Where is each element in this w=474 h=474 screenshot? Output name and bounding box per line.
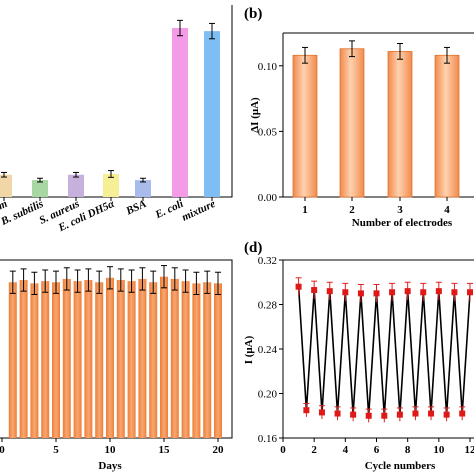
d-ytick-label-1: 0.20 — [258, 389, 278, 401]
panel-label-d: (d) — [244, 240, 262, 256]
c-bar-18 — [203, 282, 212, 438]
a-xtick-label-6: mixture — [180, 198, 217, 224]
c-bar-7 — [84, 280, 93, 438]
d-xtick-label-1: 2 — [311, 444, 317, 456]
d-point-17 — [428, 410, 435, 417]
b-ytick-label-0: 0.00 — [258, 192, 278, 204]
c-bar-16 — [181, 281, 190, 438]
d-point-2 — [311, 287, 318, 294]
c-bar-5 — [62, 278, 71, 438]
b-bar-3 — [434, 54, 460, 198]
d-point-14 — [404, 288, 411, 295]
d-point-20 — [451, 289, 458, 296]
c-bar-12 — [138, 278, 147, 438]
a-bar-1 — [32, 180, 48, 197]
d-point-7 — [350, 411, 357, 418]
a-xtick-label-5: E. coli — [153, 197, 186, 221]
c-bar-0 — [8, 282, 17, 438]
b-bar-0 — [292, 54, 318, 198]
c-bar-15 — [170, 278, 179, 438]
d-point-10 — [373, 290, 380, 297]
b-bar-2 — [387, 50, 413, 198]
d-xtick-label-6: 12 — [465, 444, 474, 456]
b-xtick-label-1: 2 — [349, 204, 355, 216]
c-bar-19 — [214, 283, 222, 438]
panel-c-chart: 0 5 10 15 20 Days — [0, 259, 233, 472]
d-axes-frame — [282, 259, 474, 439]
b-xtick-label-0: 1 — [302, 204, 308, 216]
d-xtick-label-4: 8 — [405, 444, 411, 456]
b-bar-1 — [339, 48, 365, 198]
panel-label-b: (b) — [244, 6, 262, 22]
b-ytick-label-2: 0.10 — [258, 61, 278, 73]
d-ytick-label-4: 0.32 — [258, 255, 277, 267]
c-xaxis-title: Days — [98, 460, 122, 472]
a-bar-6 — [204, 31, 220, 197]
c-bar-3 — [41, 281, 50, 438]
c-bar-9 — [106, 277, 114, 438]
a-bar-5 — [172, 28, 188, 198]
d-series-line — [297, 286, 471, 416]
d-point-22 — [467, 289, 473, 296]
c-bar-8 — [95, 282, 104, 438]
d-point-19 — [443, 411, 450, 418]
d-xaxis-title: Cycle numbers — [365, 460, 436, 472]
d-xtick-label-3: 6 — [374, 444, 380, 456]
c-xtick-label-4: 20 — [213, 444, 225, 456]
d-xtick-label-2: 4 — [343, 444, 349, 456]
d-point-1 — [303, 407, 310, 414]
d-point-16 — [420, 289, 427, 296]
d-xtick-label-0: 0 — [280, 444, 286, 456]
d-point-4 — [326, 288, 333, 295]
c-bar-14 — [160, 276, 168, 438]
c-bar-17 — [192, 283, 201, 438]
d-point-5 — [334, 410, 341, 417]
d-point-11 — [381, 412, 388, 419]
c-xtick-label-2: 10 — [105, 444, 117, 456]
c-bar-11 — [127, 281, 136, 438]
d-point-8 — [357, 290, 364, 297]
a-bar-4 — [135, 180, 151, 197]
c-bar-1 — [19, 280, 28, 438]
d-ytick-label-2: 0.24 — [258, 344, 278, 356]
b-yaxis-title: ΔI (μA) — [249, 97, 261, 133]
d-ytick-label-0: 0.16 — [258, 433, 278, 445]
d-point-15 — [412, 410, 419, 417]
c-bar-4 — [52, 282, 60, 438]
a-bar-3 — [103, 173, 119, 197]
b-xaxis-title: Number of electrodes — [352, 217, 453, 229]
d-point-21 — [459, 410, 466, 417]
c-bar-10 — [116, 280, 125, 438]
d-point-12 — [389, 289, 396, 296]
d-xtick-label-5: 10 — [433, 444, 445, 456]
b-xtick-label-3: 4 — [444, 204, 450, 216]
a-bar-2 — [68, 174, 84, 197]
c-bar-6 — [73, 281, 82, 438]
c-bar-13 — [149, 282, 158, 438]
c-xtick-label-1: 5 — [53, 444, 59, 456]
c-xtick-label-3: 15 — [159, 444, 171, 456]
a-xtick-label-1: B. subtilis — [0, 198, 45, 228]
d-point-13 — [396, 411, 403, 418]
panel-d-chart: 0.16 0.20 0.24 0.28 0.32 0 2 4 6 8 10 12 Cycle numbe… — [243, 255, 474, 472]
c-bar-2 — [30, 283, 39, 438]
a-bar-0 — [0, 174, 12, 197]
b-ytick-label-1: 0.05 — [258, 126, 278, 138]
d-ytick-label-3: 0.28 — [258, 300, 278, 312]
d-point-6 — [342, 289, 349, 296]
a-axes-frame — [0, 5, 233, 198]
d-point-9 — [365, 412, 372, 419]
d-point-18 — [435, 288, 442, 295]
b-xtick-label-2: 3 — [397, 204, 403, 216]
a-xtick-label-4: BSA — [123, 198, 148, 218]
d-point-3 — [318, 409, 325, 416]
d-point-0 — [295, 283, 302, 290]
d-yaxis-title: I (μA) — [243, 335, 255, 364]
c-xtick-label-0: 0 — [0, 444, 5, 456]
